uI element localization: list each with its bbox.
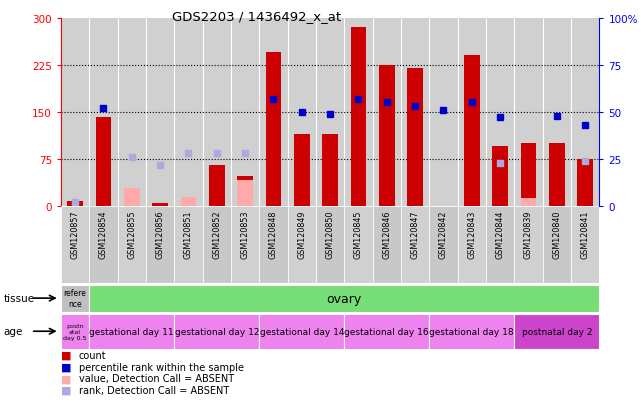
Bar (344, 206, 372, 283)
Text: GSM120842: GSM120842 (439, 210, 448, 259)
Bar (514, 206, 543, 283)
Text: GSM120851: GSM120851 (184, 210, 193, 259)
Bar (61, 314, 89, 349)
Bar (492, 147, 508, 206)
Bar (351, 28, 366, 206)
Bar (520, 198, 537, 206)
Bar (429, 206, 458, 283)
Bar (153, 203, 168, 206)
Bar (294, 135, 310, 206)
Bar (231, 206, 259, 283)
Text: percentile rank within the sample: percentile rank within the sample (79, 362, 244, 372)
Text: GSM120843: GSM120843 (467, 210, 476, 259)
Text: GSM120853: GSM120853 (240, 210, 249, 259)
Bar (322, 135, 338, 206)
Bar (61, 206, 89, 283)
Text: refere
nce: refere nce (63, 289, 87, 308)
Bar (237, 176, 253, 206)
Bar (429, 314, 514, 349)
Bar (67, 202, 83, 206)
Bar (265, 53, 281, 206)
Text: ■: ■ (61, 385, 71, 395)
Text: GDS2203 / 1436492_x_at: GDS2203 / 1436492_x_at (172, 10, 341, 23)
Text: gestational day 18: gestational day 18 (429, 327, 514, 336)
Bar (89, 206, 117, 283)
Bar (117, 206, 146, 283)
Bar (174, 314, 259, 349)
Text: GSM120839: GSM120839 (524, 210, 533, 259)
Bar (181, 197, 196, 206)
Text: GSM120849: GSM120849 (297, 210, 306, 259)
Text: GSM120854: GSM120854 (99, 210, 108, 259)
Bar (124, 189, 140, 206)
Bar (549, 144, 565, 206)
Bar (61, 285, 89, 312)
Bar (344, 314, 429, 349)
Bar (379, 66, 395, 206)
Text: tissue: tissue (3, 293, 35, 304)
Text: GSM120847: GSM120847 (411, 210, 420, 259)
Bar (464, 56, 479, 206)
Text: GSM120841: GSM120841 (581, 210, 590, 259)
Text: age: age (3, 326, 22, 337)
Bar (174, 206, 203, 283)
Text: postnatal day 2: postnatal day 2 (522, 327, 592, 336)
Bar (372, 206, 401, 283)
Bar (146, 206, 174, 283)
Bar (486, 206, 514, 283)
Text: postn
atal
day 0.5: postn atal day 0.5 (63, 323, 87, 340)
Bar (543, 206, 571, 283)
Text: gestational day 14: gestational day 14 (260, 327, 344, 336)
Text: GSM120856: GSM120856 (156, 210, 165, 259)
Text: GSM120850: GSM120850 (326, 210, 335, 259)
Text: ■: ■ (61, 362, 71, 372)
Bar (458, 206, 486, 283)
Text: gestational day 11: gestational day 11 (90, 327, 174, 336)
Bar (571, 206, 599, 283)
Text: GSM120840: GSM120840 (553, 210, 562, 259)
Bar (288, 206, 316, 283)
Text: rank, Detection Call = ABSENT: rank, Detection Call = ABSENT (79, 385, 229, 395)
Bar (316, 206, 344, 283)
Text: GSM120855: GSM120855 (128, 210, 137, 259)
Bar (401, 206, 429, 283)
Text: GSM120857: GSM120857 (71, 210, 79, 259)
Bar (514, 314, 599, 349)
Text: value, Detection Call = ABSENT: value, Detection Call = ABSENT (79, 373, 234, 383)
Bar (203, 206, 231, 283)
Text: GSM120844: GSM120844 (495, 210, 504, 259)
Text: gestational day 16: gestational day 16 (344, 327, 429, 336)
Text: GSM120845: GSM120845 (354, 210, 363, 259)
Bar (259, 206, 288, 283)
Text: GSM120848: GSM120848 (269, 210, 278, 259)
Bar (259, 314, 344, 349)
Text: GSM120846: GSM120846 (382, 210, 391, 259)
Text: count: count (79, 350, 106, 360)
Text: gestational day 12: gestational day 12 (174, 327, 259, 336)
Text: ■: ■ (61, 350, 71, 360)
Bar (237, 180, 253, 206)
Text: ■: ■ (61, 373, 71, 383)
Text: GSM120852: GSM120852 (212, 210, 221, 259)
Text: ovary: ovary (327, 292, 362, 305)
Bar (96, 118, 111, 206)
Bar (520, 144, 537, 206)
Bar (89, 314, 174, 349)
Bar (209, 166, 224, 206)
Bar (578, 159, 593, 206)
Bar (407, 69, 423, 206)
